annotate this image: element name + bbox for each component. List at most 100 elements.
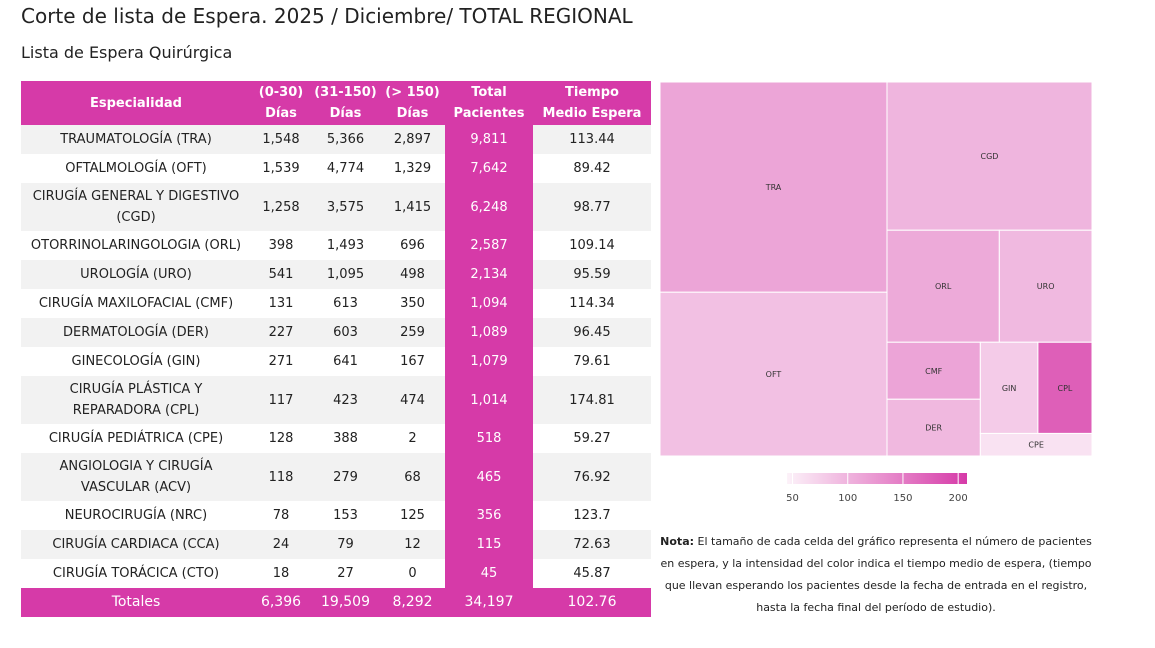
cell: 96.45 <box>533 318 651 347</box>
cell: 1,258 <box>251 183 311 231</box>
cell: CIRUGÍA PEDIÁTRICA (CPE) <box>48 431 224 446</box>
cell-label: URO <box>1037 282 1055 291</box>
cell: 95.59 <box>533 260 651 289</box>
cell: 518 <box>445 424 533 453</box>
cell: 98.77 <box>533 183 651 231</box>
treemap-cell <box>979 341 1039 434</box>
subtitle: Lista de Espera Quirúrgica <box>21 43 233 62</box>
cell: 117 <box>251 376 311 424</box>
cell-label: OFT <box>766 370 782 379</box>
cell: 1,329 <box>393 161 432 176</box>
cell: 72.63 <box>533 530 651 559</box>
header-cell: Tiempo Medio Espera <box>533 81 651 125</box>
cell: 279 <box>311 453 380 501</box>
treemap-cell <box>886 81 1093 231</box>
colorbar-label: 100 <box>838 493 857 504</box>
cell: 271 <box>268 354 294 369</box>
cell: 68 <box>380 453 445 501</box>
cell: 398 <box>268 238 294 253</box>
cell: 9,811 <box>445 125 533 154</box>
cell: DERMATOLOGÍA (DER) <box>21 318 251 347</box>
cell: 474 <box>380 376 445 424</box>
cell: 2 <box>408 431 417 446</box>
table-row: UROLOGÍA (URO) 541 1,095 498 2,134 95.59 <box>21 260 651 289</box>
cell: 123.7 <box>573 508 611 523</box>
table-row: CIRUGÍA TORÁCICA (CTO) 18 27 0 45 45.87 <box>21 559 651 588</box>
cell: ANGIOLOGIA Y CIRUGÍA VASCULAR (ACV) <box>21 453 251 501</box>
cell: NEUROCIRUGÍA (NRC) <box>64 508 208 523</box>
cell: 4,774 <box>326 161 365 176</box>
cell: 59.27 <box>573 431 611 446</box>
cell-label: CPE <box>1028 441 1043 450</box>
table-row: OFTALMOLOGÍA (OFT) 1,539 4,774 1,329 7,642 89… <box>21 154 651 183</box>
cell: 5,366 <box>311 125 380 154</box>
cell: 1,089 <box>445 318 533 347</box>
cell: 12 <box>380 530 445 559</box>
table-row: CIRUGÍA CARDIACA (CCA) 24 79 12 115 72.63 <box>21 530 651 559</box>
header-cell: (31-150) Días <box>311 81 380 125</box>
cell: 356 <box>445 501 533 530</box>
header-cell: (> 150) Días <box>380 81 445 125</box>
treemap-cell <box>659 81 888 293</box>
header-cell: Especialidad <box>21 81 251 125</box>
cell: 167 <box>400 354 425 369</box>
cell: 7,642 <box>445 154 533 183</box>
note-label: Nota: <box>660 535 695 548</box>
table-row: GINECOLOGÍA (GIN) 271 641 167 1,079 79.61 <box>21 347 651 376</box>
cell: 1,095 <box>311 260 380 289</box>
table: Especialidad (0-30) Días (31-150) Días (> 1… <box>21 81 651 617</box>
cell: 79 <box>311 530 380 559</box>
cell: 76.92 <box>533 453 651 501</box>
cell: OFTALMOLOGÍA (OFT) <box>65 161 207 176</box>
cell: 45.87 <box>573 566 611 581</box>
cell: UROLOGÍA (URO) <box>21 260 251 289</box>
cell: 541 <box>251 260 311 289</box>
cell: 350 <box>400 296 425 311</box>
table-row: TRAUMATOLOGÍA (TRA) 1,548 5,366 2,897 9,811 1… <box>21 125 651 154</box>
treemap-cell <box>886 341 981 400</box>
cell-label: CMF <box>925 367 942 376</box>
cell: 1,014 <box>445 376 533 424</box>
cell: 613 <box>333 296 358 311</box>
cell: 227 <box>251 318 311 347</box>
cell: 1,415 <box>380 183 445 231</box>
cell: TRAUMATOLOGÍA (TRA) <box>21 125 251 154</box>
cell: 0 <box>408 566 417 581</box>
cell: 18 <box>272 566 290 581</box>
cell: 1,079 <box>445 347 533 376</box>
colorbar <box>787 473 967 484</box>
cell: 2,134 <box>445 260 533 289</box>
table-row: NEUROCIRUGÍA (NRC) 78 153 125 356 123.7 <box>21 501 651 530</box>
table-row: CIRUGÍA GENERAL Y DIGESTIVO (CGD) 1,258 3,… <box>21 183 651 231</box>
table-row: ANGIOLOGIA Y CIRUGÍA VASCULAR (ACV) 118 27… <box>21 453 651 501</box>
cell: 45 <box>445 559 533 588</box>
cell: 388 <box>333 431 358 446</box>
cell: 423 <box>311 376 380 424</box>
total-cell: 8,292 <box>380 588 445 617</box>
header-cell: Total Pacientes <box>445 81 533 125</box>
cell: 1,094 <box>445 289 533 318</box>
cell: 131 <box>268 296 294 311</box>
note: Nota: El tamaño de cada celda del gráfic… <box>660 531 1092 619</box>
cell: 27 <box>337 566 354 581</box>
cell: 1,548 <box>251 125 311 154</box>
cell: 89.42 <box>573 161 611 176</box>
cell: 603 <box>311 318 380 347</box>
cell: 174.81 <box>533 376 651 424</box>
header-cell: (0-30) Días <box>251 81 311 125</box>
treemap-cell <box>886 229 1000 343</box>
cell: 6,248 <box>445 183 533 231</box>
cell: 465 <box>445 453 533 501</box>
cell-label: CGD <box>981 152 999 161</box>
cell: 498 <box>380 260 445 289</box>
cell: 3,575 <box>311 183 380 231</box>
cell: 641 <box>333 354 358 369</box>
cell: 2,897 <box>380 125 445 154</box>
cell: 1,493 <box>326 238 365 253</box>
cell: 153 <box>333 508 358 523</box>
cell: GINECOLOGÍA (GIN) <box>71 354 201 369</box>
cell: 109.14 <box>569 238 615 253</box>
cell: 128 <box>268 431 294 446</box>
treemap-cell <box>979 432 1093 457</box>
cell: 114.34 <box>569 296 615 311</box>
